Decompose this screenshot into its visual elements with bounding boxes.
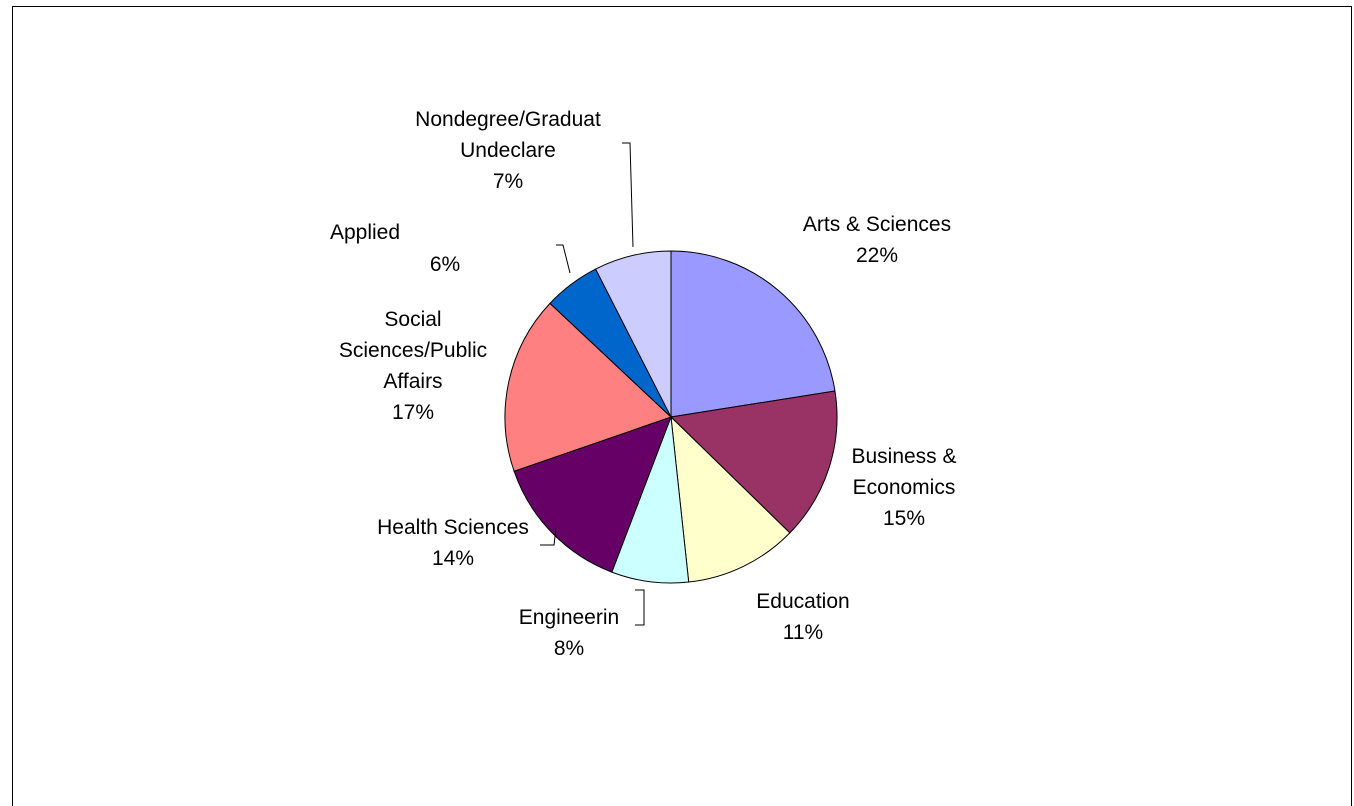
slice-percent-label: 6% bbox=[430, 253, 460, 276]
leader-line bbox=[635, 589, 645, 626]
slice-percent-label: 17% bbox=[392, 401, 434, 424]
slice-percent-label: 7% bbox=[493, 170, 523, 193]
pie-slice-business-economics bbox=[669, 390, 838, 534]
slice-label: Health Sciences bbox=[377, 516, 529, 539]
pie-slice-health-sciences bbox=[513, 416, 672, 573]
leader-line bbox=[556, 244, 571, 274]
pie-slice-education bbox=[670, 415, 791, 583]
slice-label: Nondegree/Graduat bbox=[415, 108, 601, 131]
pie-slice-nondegree-graduate-undeclared bbox=[594, 250, 672, 418]
slice-label: Affairs bbox=[383, 370, 442, 393]
chart-area: Arts & Sciences 22% Business & Economics 15%… bbox=[12, 6, 1352, 806]
slice-label: Economics bbox=[853, 476, 956, 499]
pie-slice-arts-sciences bbox=[670, 250, 836, 418]
slice-percent-label: 8% bbox=[554, 637, 584, 660]
slice-label: Social bbox=[384, 308, 441, 331]
slice-label: Education bbox=[756, 590, 849, 613]
slice-percent-label: 11% bbox=[783, 621, 823, 644]
slice-percent-label: 15% bbox=[883, 507, 925, 530]
leader-line bbox=[622, 142, 634, 248]
pie-chart: Arts & Sciences 22% Business & Economics 15%… bbox=[330, 108, 957, 660]
slice-label: Undeclare bbox=[460, 139, 556, 162]
pie-slices bbox=[504, 250, 838, 584]
slice-label: Sciences/Public bbox=[339, 339, 487, 362]
slice-label: Arts & Sciences bbox=[803, 213, 951, 236]
pie-slice-social-sciences-public-affairs bbox=[504, 302, 672, 472]
leader-line bbox=[540, 527, 557, 546]
slice-percent-label: 14% bbox=[432, 547, 474, 570]
slice-label: Business & bbox=[851, 445, 956, 468]
slice-label: Engineerin bbox=[519, 606, 619, 629]
pie-labels: Arts & Sciences 22% Business & Economics 15%… bbox=[330, 108, 957, 660]
slice-percent-label: 22% bbox=[856, 244, 898, 267]
slice-label: Applied bbox=[330, 221, 400, 244]
